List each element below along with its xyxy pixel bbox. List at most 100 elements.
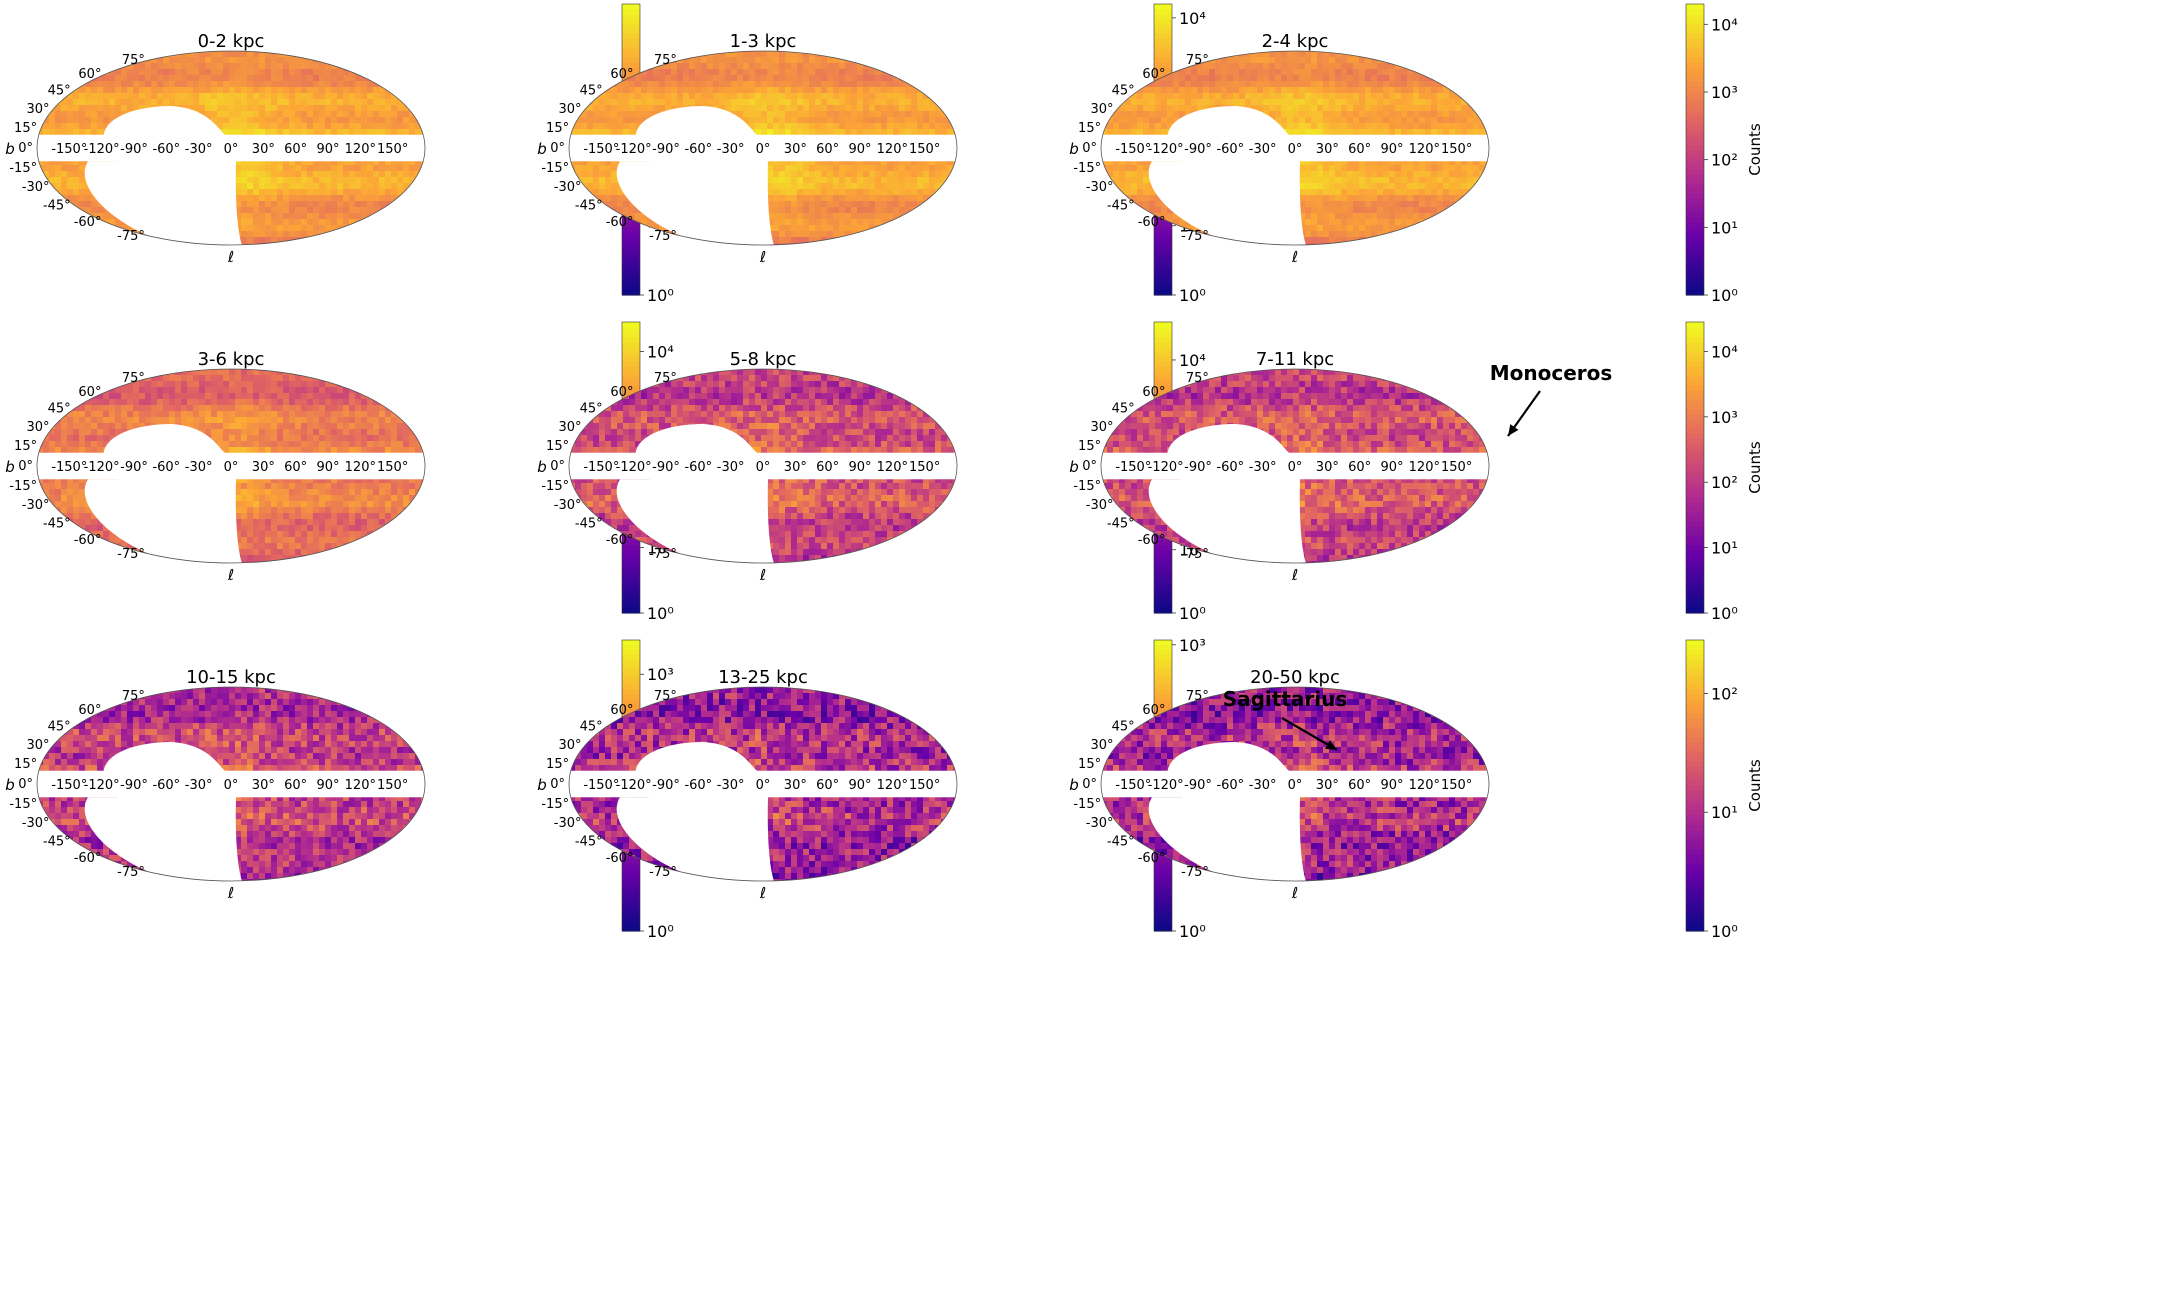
heatmap-cell [761,87,768,94]
heatmap-cell [887,75,894,82]
heatmap-cell [151,93,158,100]
heatmap-cell [839,183,846,190]
heatmap-cell [749,75,756,82]
heatmap-cell [779,177,786,184]
heatmap-cell [851,225,858,232]
heatmap-cell [659,105,666,112]
heatmap-cell [791,93,798,100]
heatmap-cell [863,183,870,190]
heatmap-cell [121,69,128,76]
heatmap-cell [821,81,828,88]
heatmap-cell [875,63,882,70]
heatmap-cell [575,123,582,130]
heatmap-cell [1245,75,1252,82]
heatmap-cell [73,111,80,118]
heatmap-cell [61,213,68,220]
heatmap-cell [313,63,320,70]
heatmap-cell [1425,75,1432,82]
heatmap-cell [1287,81,1294,88]
heatmap-cell [1161,93,1168,100]
heatmap-cell [941,213,948,220]
heatmap-cell [1173,51,1180,58]
heatmap-cell [301,219,308,226]
heatmap-cell [265,207,272,214]
heatmap-cell [785,63,792,70]
heatmap-cell [1119,75,1126,82]
heatmap-cell [791,117,798,124]
heatmap-cell [307,207,314,214]
heatmap-cell [785,93,792,100]
colorbar-segment [622,13,640,20]
heatmap-cell [899,177,906,184]
heatmap-cell [761,93,768,100]
heatmap-cell [91,87,98,94]
heatmap-cell [109,213,116,220]
heatmap-cell [923,177,930,184]
heatmap-cell [689,75,696,82]
heatmap-cell [641,51,648,58]
heatmap-cell [1329,75,1336,82]
heatmap-cell [917,159,924,166]
heatmap-cell [611,201,618,208]
heatmap-cell [1131,75,1138,82]
lon-tick-label: -60° [684,142,712,157]
heatmap-cell [623,207,630,214]
heatmap-cell [671,75,678,82]
heatmap-cell [205,81,212,88]
heatmap-cell [397,165,404,172]
heatmap-cell [1299,75,1306,82]
heatmap-cell [755,105,762,112]
heatmap-cell [911,201,918,208]
heatmap-cell [755,99,762,106]
heatmap-cell [749,57,756,64]
heatmap-cell [929,225,936,232]
heatmap-cell [193,93,200,100]
heatmap-cell [319,225,326,232]
heatmap-cell [815,87,822,94]
heatmap-cell [1113,63,1120,70]
heatmap-cell [307,171,314,178]
heatmap-cell [593,231,600,238]
heatmap-cell [605,117,612,124]
heatmap-cell [43,231,50,238]
heatmap-cell [1281,93,1288,100]
heatmap-cell [373,129,380,136]
heatmap-cell [223,69,230,76]
heatmap-cell [827,237,834,244]
colorbar-segment [622,37,640,44]
heatmap-cell [905,81,912,88]
heatmap-cell [611,171,618,178]
heatmap-cell [241,87,248,94]
heatmap-cell [49,219,56,226]
heatmap-cell [839,237,846,244]
heatmap-cell [821,105,828,112]
heatmap-cell [313,171,320,178]
heatmap-cell [193,87,200,94]
heatmap-cell [199,99,206,106]
heatmap-cell [337,111,344,118]
heatmap-cell [863,195,870,202]
heatmap-cell [815,183,822,190]
heatmap-cell [397,87,404,94]
heatmap-cell [283,177,290,184]
heatmap-cell [839,207,846,214]
heatmap-cell [797,117,804,124]
heatmap-cell [337,189,344,196]
heatmap-cell [851,69,858,76]
heatmap-cell [1389,51,1396,58]
heatmap-cell [277,129,284,136]
heatmap-cell [767,189,774,196]
heatmap-cell [845,225,852,232]
heatmap-cell [1167,93,1174,100]
heatmap-cell [875,75,882,82]
heatmap-cell [917,243,924,245]
heatmap-cell [283,207,290,214]
heatmap-cell [1317,87,1324,94]
heatmap-cell [49,213,56,220]
heatmap-cell [707,87,714,94]
heatmap-cell [415,183,422,190]
heatmap-cell [253,177,260,184]
heatmap-cell [767,93,774,100]
heatmap-cell [1401,81,1408,88]
heatmap-cell [863,207,870,214]
